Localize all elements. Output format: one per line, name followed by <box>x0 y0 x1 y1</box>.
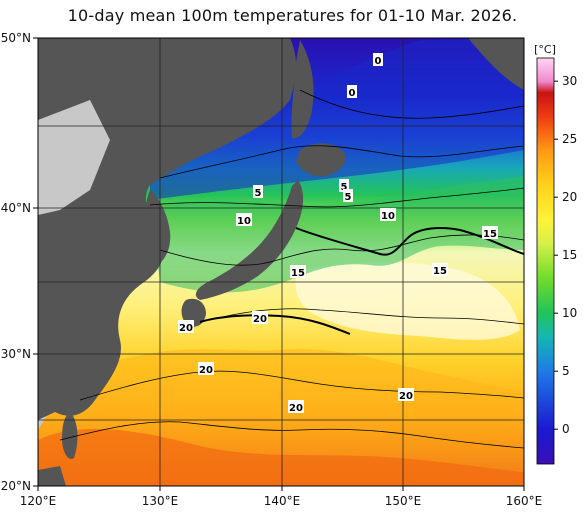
plot-frame <box>37 37 525 487</box>
kamchatka-land <box>468 38 524 90</box>
colorbar-tick-label: 0 <box>562 422 570 436</box>
contour-label-box <box>198 362 214 375</box>
contour-label: 20 <box>399 391 413 402</box>
contour-label: 15 <box>291 268 305 279</box>
colorbar-tick-label: 20 <box>562 190 577 204</box>
contour-label: 0 <box>349 88 356 99</box>
contour-label-box <box>347 85 357 98</box>
colorbar-tick-label: 30 <box>562 74 577 88</box>
contour-label: 0 <box>375 56 382 67</box>
lat-label-50: 50°N <box>1 31 31 45</box>
outside-domain-land <box>38 100 110 215</box>
contour-label: 20 <box>179 323 193 334</box>
contour-label-box <box>398 388 414 401</box>
colorbar-tick-label: 5 <box>562 364 570 378</box>
contour-label: 5 <box>255 188 262 199</box>
contour-label-box <box>178 320 194 333</box>
contour-label: 20 <box>253 314 267 325</box>
colorbar-tick-label: 10 <box>562 306 577 320</box>
luzon-land <box>38 466 66 486</box>
lon-axis-labels: 120°E 130°E 140°E 150°E 160°E <box>20 494 543 508</box>
lon-label-130: 130°E <box>142 494 179 508</box>
contour-label-box <box>482 226 498 239</box>
taiwan-land <box>62 412 78 459</box>
contour-label-box <box>432 263 448 276</box>
contour-label-box <box>252 311 268 324</box>
graticule <box>38 38 524 486</box>
contour-label: 15 <box>433 266 447 277</box>
contour-label-box <box>339 179 349 192</box>
lon-label-150: 150°E <box>385 494 422 508</box>
korea-land <box>140 190 171 270</box>
sakhalin-land <box>291 40 314 139</box>
cold-region <box>150 38 524 200</box>
contour-label-box <box>373 53 383 66</box>
colorbar: [°C] 30 25 20 15 10 5 0 <box>534 43 577 465</box>
lat-label-20: 20°N <box>1 479 31 493</box>
contour-label-box <box>380 208 396 221</box>
lon-label-160: 160°E <box>506 494 543 508</box>
pale-gyre-region <box>295 262 520 340</box>
hokkaido-land <box>296 143 346 177</box>
contour-label: 10 <box>381 211 395 222</box>
colorbar-unit: [°C] <box>534 43 556 56</box>
tick-marks <box>33 37 525 491</box>
colorbar-scale <box>536 57 555 465</box>
contour-label-box <box>236 213 252 226</box>
lat-label-30: 30°N <box>1 347 31 361</box>
contour-lines <box>59 89 524 449</box>
contour-label-box <box>343 189 353 202</box>
contour-label: 10 <box>237 216 251 227</box>
contour-label: 20 <box>199 365 213 376</box>
lon-label-140: 140°E <box>264 494 301 508</box>
lat-axis-labels: 50°N 40°N 30°N 20°N <box>1 31 31 493</box>
map-title: 10-day mean 100m temperatures for 01-10 … <box>67 6 518 25</box>
contour-label: 5 <box>345 192 352 203</box>
contour-label-box <box>290 265 306 278</box>
lon-label-120: 120°E <box>20 494 57 508</box>
colorbar-tick-label: 15 <box>562 248 577 262</box>
lat-label-40: 40°N <box>1 201 31 215</box>
contour-label: 20 <box>289 403 303 414</box>
colorbar-tick-label: 25 <box>562 132 577 146</box>
hot-water-region <box>38 428 524 486</box>
contour-label-box <box>253 185 263 198</box>
contour-label-box <box>288 400 304 413</box>
kyushu-land <box>181 298 206 327</box>
contour-label: 5 <box>341 182 348 193</box>
contour-label: 15 <box>483 229 497 240</box>
